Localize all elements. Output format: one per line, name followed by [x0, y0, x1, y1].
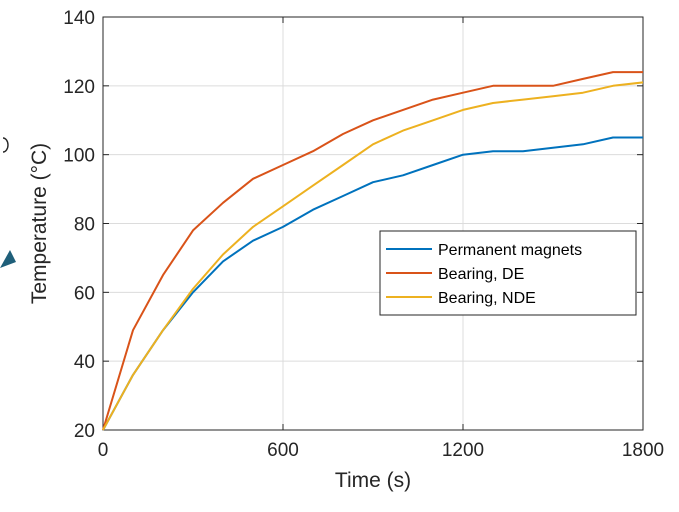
x-tick-label: 1200	[442, 440, 484, 461]
series-lines	[102, 71, 644, 431]
y-tick-label: 60	[74, 283, 95, 304]
arrow-icon	[0, 250, 16, 268]
x-axis-title: Time (s)	[335, 469, 411, 492]
series-line-bearing-de	[102, 71, 643, 431]
x-tick-label: 600	[267, 440, 299, 461]
y-tick-label: 80	[74, 215, 95, 236]
legend-label-bearing-de: Bearing, DE	[438, 266, 524, 283]
y-tick-label: 40	[74, 352, 95, 373]
y-axis-title: Temperature (°C)	[28, 143, 51, 304]
axis-ticks: 0 600 1200 1800 20 40 60 80 100 120 140	[63, 8, 664, 461]
cropped-glyph	[2, 137, 9, 153]
x-tick-label: 0	[98, 440, 109, 461]
y-tick-label: 120	[63, 77, 95, 98]
legend-label-permanent-magnets: Permanent magnets	[438, 242, 582, 259]
legend: Permanent magnets Bearing, DE Bearing, N…	[379, 230, 637, 316]
legend-label-bearing-nde: Bearing, NDE	[438, 290, 536, 307]
y-tick-label: 100	[63, 146, 95, 167]
grid	[102, 16, 644, 431]
y-tick-label: 20	[74, 421, 95, 442]
series-line-permanent-magnets	[102, 136, 643, 431]
series-line-bearing-nde	[102, 81, 644, 431]
x-tick-label: 1800	[622, 440, 664, 461]
y-tick-label: 140	[63, 8, 95, 29]
